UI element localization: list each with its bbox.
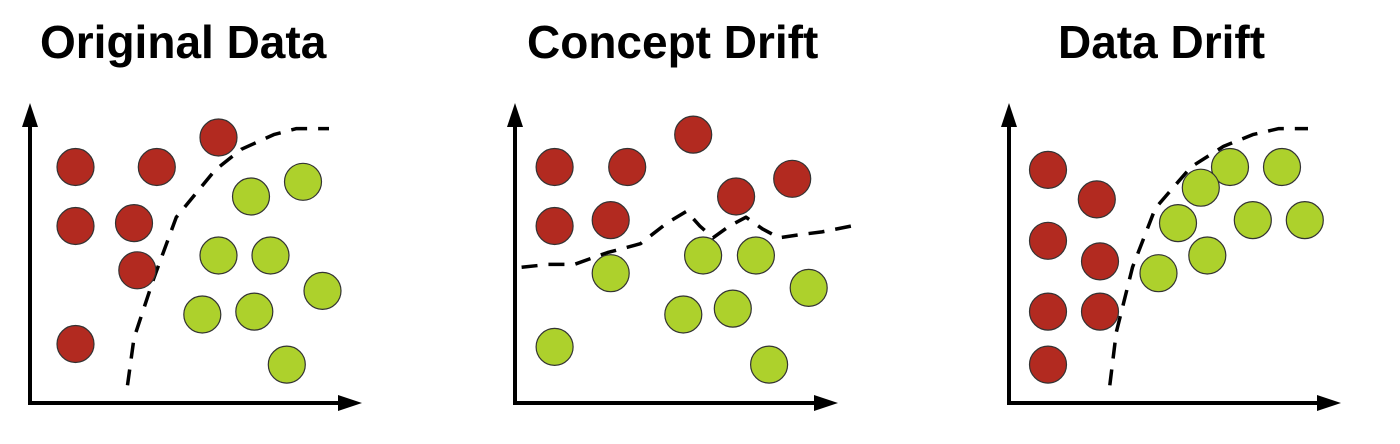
x-axis-arrow <box>814 395 838 411</box>
red-point <box>137 147 176 187</box>
red-point <box>199 118 238 157</box>
green-point <box>664 295 703 334</box>
red-point <box>535 147 574 187</box>
green-point <box>535 327 574 366</box>
red-point <box>591 201 630 240</box>
green-point <box>591 254 630 293</box>
red-point <box>1077 180 1116 219</box>
red-point <box>56 147 95 187</box>
green-point <box>1233 201 1272 240</box>
green-point <box>183 295 222 334</box>
green-point <box>1139 254 1178 293</box>
panel-title: Data Drift <box>1058 16 1266 68</box>
decision-boundary <box>1108 126 1308 386</box>
decision-boundary <box>125 126 329 386</box>
panel-original-data: Original Data <box>0 0 460 444</box>
red-point <box>114 204 154 243</box>
red-point <box>535 206 574 246</box>
green-point <box>199 236 238 275</box>
scatter-plot <box>22 103 362 411</box>
red-point <box>56 206 95 246</box>
x-axis-arrow <box>338 395 362 411</box>
green-point <box>713 289 752 328</box>
red-point <box>118 251 157 290</box>
red-point <box>608 147 647 187</box>
green-point <box>1158 204 1198 243</box>
red-point <box>1028 292 1068 331</box>
scatter-plot <box>507 103 852 411</box>
green-point <box>283 162 323 201</box>
red-point <box>56 324 95 364</box>
panel-data-drift: Data Drift <box>985 0 1400 444</box>
green-point <box>231 177 271 216</box>
red-point <box>1080 292 1120 331</box>
green-point <box>235 292 274 331</box>
green-point <box>1285 201 1324 240</box>
green-point <box>750 345 789 384</box>
green-point <box>789 268 828 307</box>
red-point <box>1028 345 1068 384</box>
green-point <box>1210 147 1250 187</box>
y-axis-arrow <box>22 103 38 127</box>
x-axis-arrow <box>1317 395 1341 411</box>
red-point <box>773 159 812 198</box>
green-point <box>1188 236 1227 275</box>
panel-title: Concept Drift <box>527 16 819 68</box>
green-point <box>267 345 306 384</box>
red-point <box>1028 150 1068 189</box>
y-axis-arrow <box>507 103 523 127</box>
green-point <box>736 236 775 275</box>
red-point <box>717 177 756 216</box>
green-point <box>303 271 342 310</box>
decision-boundary <box>521 209 852 270</box>
green-point <box>1262 147 1302 187</box>
y-axis-arrow <box>1001 103 1017 127</box>
panel-concept-drift: Concept Drift <box>490 0 890 444</box>
red-point <box>1028 221 1068 260</box>
green-point <box>251 236 290 275</box>
green-point <box>684 236 723 275</box>
panel-title: Original Data <box>40 16 327 68</box>
red-point <box>674 115 713 154</box>
scatter-plot <box>1001 103 1341 411</box>
green-point <box>1181 168 1220 207</box>
red-point <box>1080 242 1120 281</box>
